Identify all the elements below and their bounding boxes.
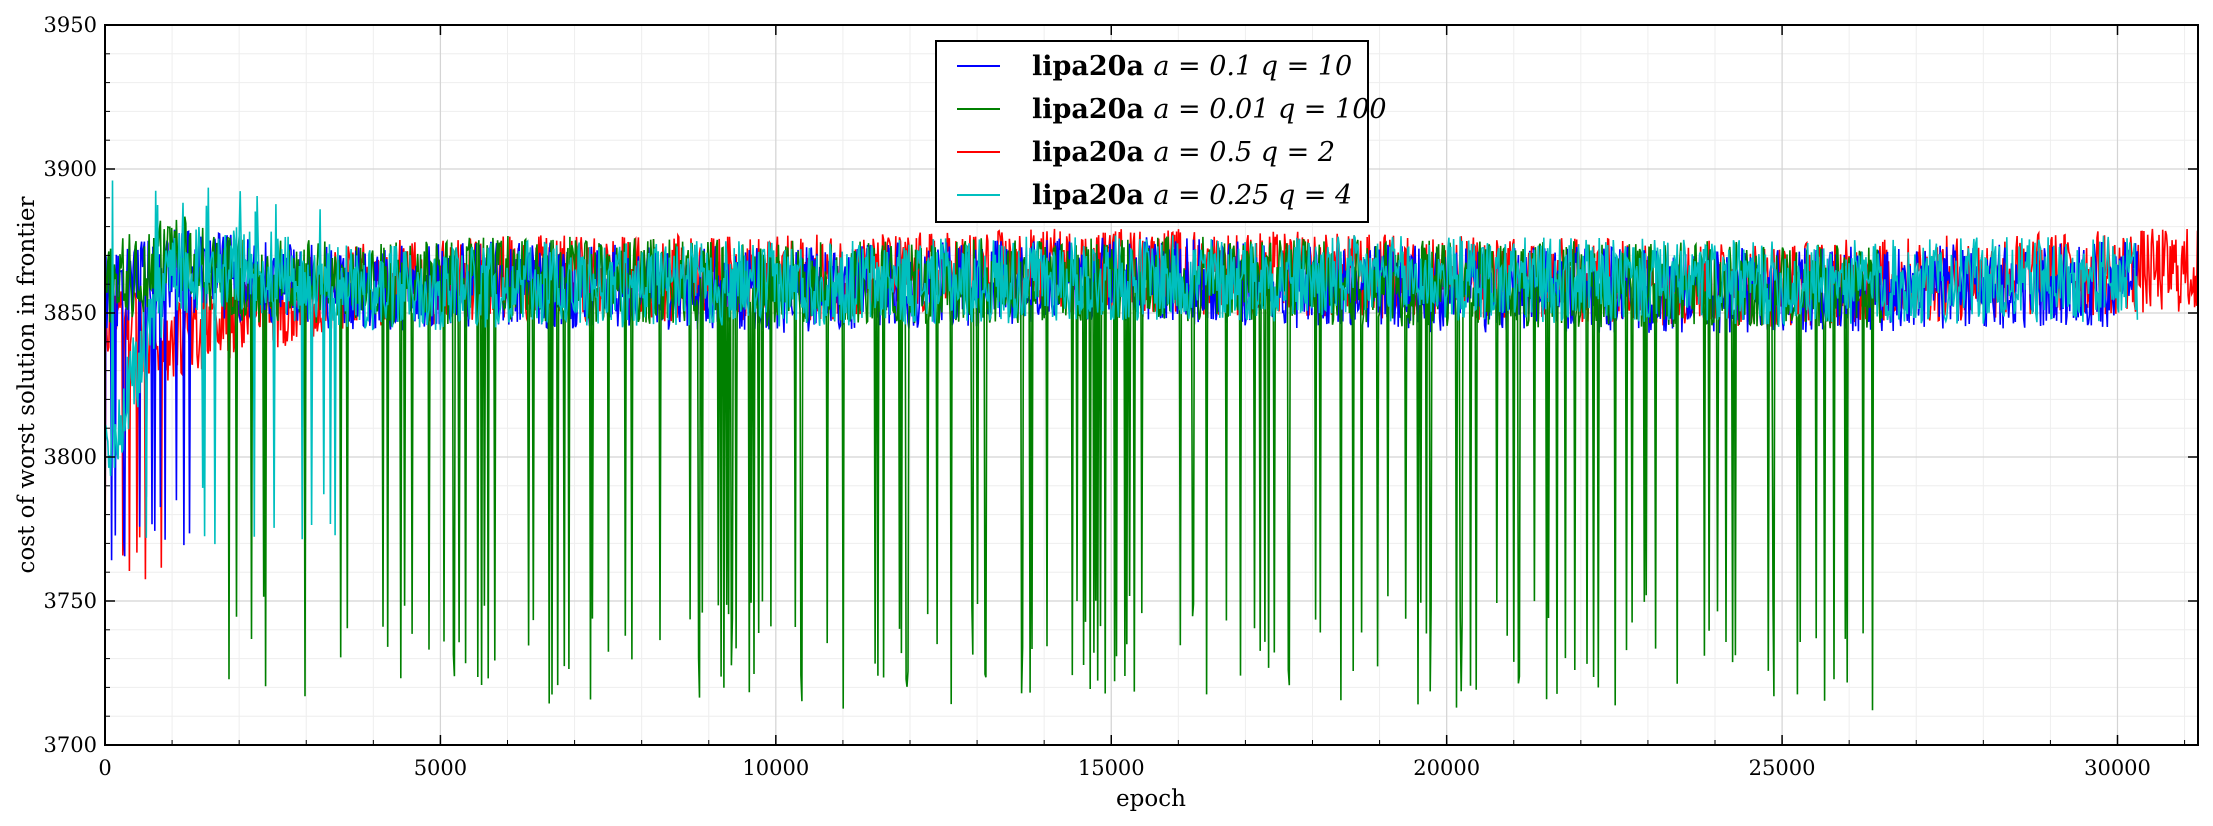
x-tick-label: 0	[98, 756, 111, 780]
series-line	[104, 180, 2139, 545]
x-tick-label: 30000	[2084, 756, 2151, 780]
x-tick-label: 25000	[1749, 756, 1816, 780]
plot-frame	[104, 24, 2199, 746]
y-tick-label: 3800	[44, 445, 97, 469]
y-tick-label: 3700	[44, 733, 97, 757]
x-tick-label: 20000	[1413, 756, 1480, 780]
x-tick-label: 5000	[414, 756, 467, 780]
y-axis-label: cost of worst solution in frontier	[14, 197, 40, 574]
legend-label: lipa20a a = 0.5 q = 2	[1032, 137, 1335, 168]
series-layer	[104, 180, 2199, 711]
y-tick-label: 3900	[44, 157, 97, 181]
x-axis-label: epoch	[1116, 786, 1186, 812]
y-tick-label: 3750	[44, 589, 97, 613]
tick-labels: 0 5000 10000 15000 20000 25000 30000 3700 3750 38…	[44, 13, 2151, 780]
y-tick-label: 3950	[44, 13, 97, 37]
legend: lipa20a a = 0.1 q = 10 lipa20a a = 0.01 q…	[935, 40, 1387, 223]
legend-label: lipa20a a = 0.25 q = 4	[1032, 180, 1352, 211]
y-tick-label: 3850	[44, 301, 97, 325]
legend-label: lipa20a a = 0.1 q = 10	[1032, 51, 1352, 82]
legend-label: lipa20a a = 0.01 q = 100	[1032, 94, 1387, 125]
x-tick-label: 15000	[1078, 756, 1145, 780]
ticks	[104, 24, 2198, 746]
x-tick-label: 10000	[742, 756, 809, 780]
legend-box	[935, 40, 1369, 223]
